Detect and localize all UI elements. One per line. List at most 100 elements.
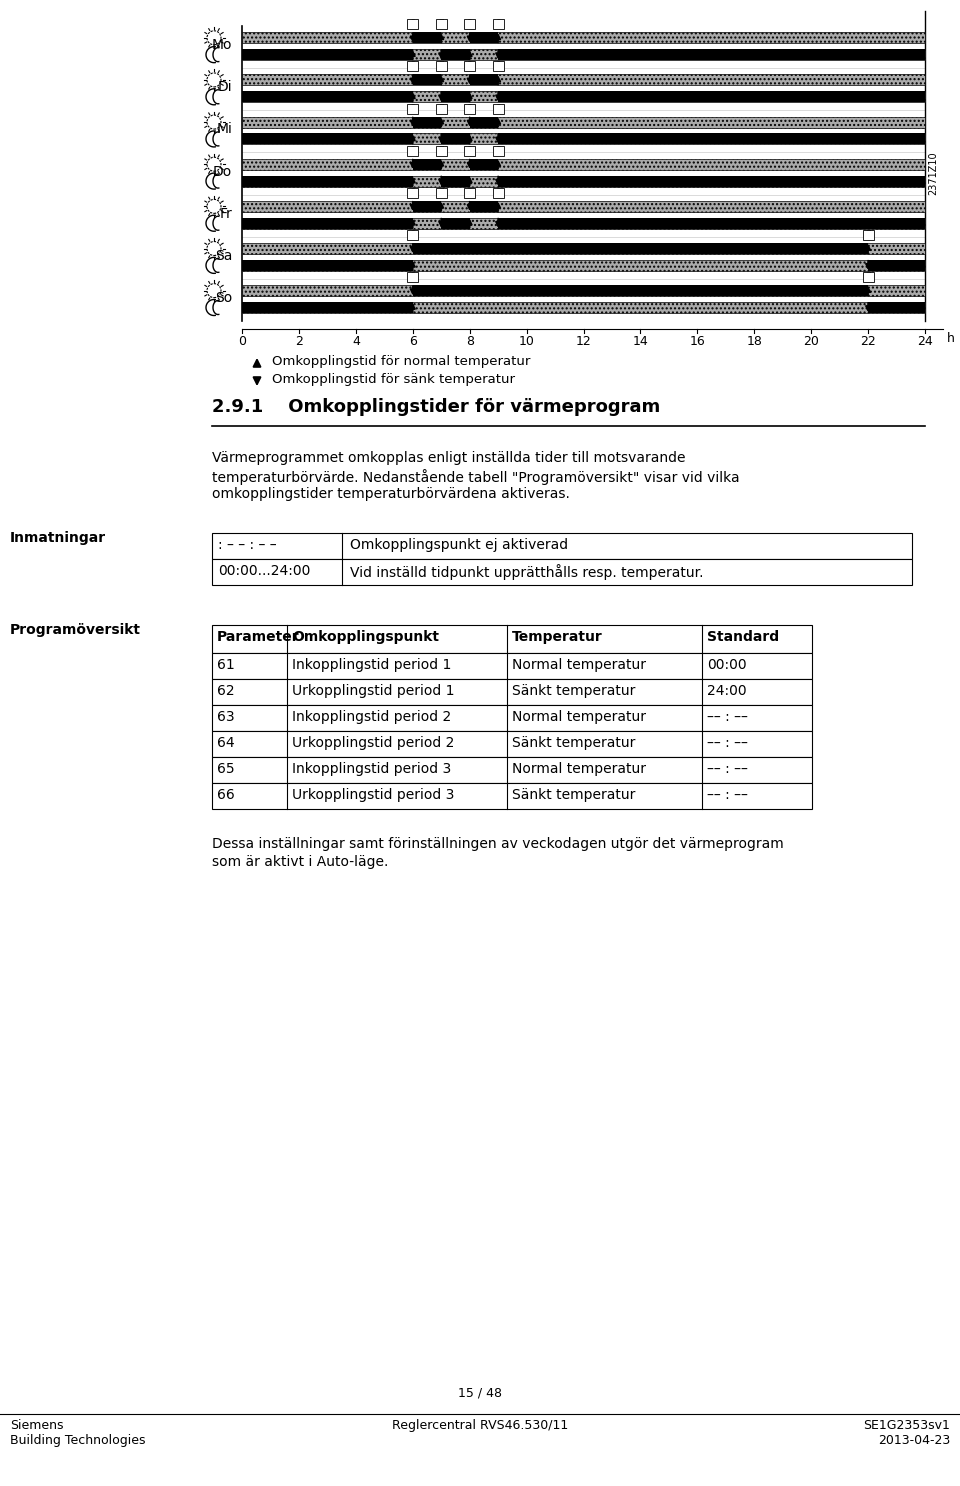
Text: 61: 61: [217, 658, 235, 672]
Bar: [413, 201, 442, 212]
Bar: [863, 230, 874, 241]
Text: 7: 7: [865, 272, 871, 281]
Bar: [442, 91, 469, 103]
Bar: [465, 61, 475, 71]
Bar: [465, 104, 475, 113]
Bar: [436, 187, 446, 198]
Bar: [413, 159, 442, 169]
Bar: [212, 679, 812, 704]
Text: 12: 12: [576, 334, 591, 348]
Bar: [242, 91, 925, 103]
Bar: [242, 244, 925, 254]
Text: Sa: Sa: [215, 248, 232, 263]
Bar: [242, 175, 925, 187]
Text: 16: 16: [689, 334, 706, 348]
Bar: [242, 302, 413, 314]
Bar: [407, 187, 419, 198]
Bar: [212, 559, 912, 585]
Bar: [498, 49, 925, 59]
Bar: [407, 146, 419, 156]
Bar: [868, 260, 925, 270]
Bar: [469, 116, 498, 128]
Bar: [413, 33, 442, 43]
Bar: [242, 218, 925, 229]
Text: 2: 2: [295, 334, 302, 348]
Text: 6: 6: [410, 104, 416, 113]
Text: 6: 6: [410, 187, 416, 196]
Text: 7: 7: [439, 187, 444, 196]
Bar: [436, 146, 446, 156]
Text: Mi: Mi: [216, 122, 232, 137]
Text: 2371Z10: 2371Z10: [928, 152, 938, 195]
Text: temperaturbörvärde. Nedanstående tabell "Programöversikt" visar vid vilka: temperaturbörvärde. Nedanstående tabell …: [212, 470, 739, 484]
Text: 8: 8: [467, 61, 472, 70]
Text: SE1G2353sv1: SE1G2353sv1: [863, 1419, 950, 1433]
Bar: [407, 230, 419, 241]
Text: 24: 24: [917, 334, 933, 348]
Text: Sänkt temperatur: Sänkt temperatur: [512, 684, 636, 698]
Text: 66: 66: [217, 788, 235, 802]
Bar: [465, 146, 475, 156]
Bar: [469, 33, 498, 43]
Text: 7: 7: [439, 19, 444, 28]
Text: 2013-04-23: 2013-04-23: [877, 1434, 950, 1447]
Bar: [242, 116, 925, 128]
Text: Sänkt temperatur: Sänkt temperatur: [512, 788, 636, 802]
Bar: [492, 19, 504, 30]
Bar: [212, 652, 812, 679]
Text: Parameter: Parameter: [217, 630, 300, 643]
Text: 6: 6: [410, 61, 416, 70]
Bar: [212, 731, 812, 756]
Bar: [498, 175, 925, 187]
Text: 7: 7: [439, 146, 444, 155]
Bar: [442, 134, 469, 144]
Text: Vid inställd tidpunkt upprätthålls resp. temperatur.: Vid inställd tidpunkt upprätthålls resp.…: [350, 565, 704, 580]
Bar: [242, 49, 413, 59]
Bar: [242, 134, 413, 144]
Text: Mo: Mo: [211, 39, 232, 52]
Text: Building Technologies: Building Technologies: [10, 1434, 146, 1447]
Text: 62: 62: [217, 684, 234, 698]
Bar: [242, 91, 413, 103]
Bar: [436, 104, 446, 113]
Bar: [242, 285, 925, 296]
Bar: [242, 159, 925, 169]
Bar: [436, 61, 446, 71]
Text: Sänkt temperatur: Sänkt temperatur: [512, 736, 636, 750]
Bar: [442, 175, 469, 187]
Text: 6: 6: [410, 272, 416, 281]
Text: Normal temperatur: Normal temperatur: [512, 710, 646, 724]
Text: Siemens: Siemens: [10, 1419, 63, 1433]
Bar: [242, 302, 925, 314]
Text: Omkopplingstid för sänk temperatur: Omkopplingstid för sänk temperatur: [272, 373, 515, 385]
Text: Inmatningar: Inmatningar: [10, 531, 107, 545]
Bar: [413, 74, 442, 85]
Text: Urkopplingstid period 2: Urkopplingstid period 2: [292, 736, 454, 750]
Text: Normal temperatur: Normal temperatur: [512, 658, 646, 672]
Bar: [242, 260, 925, 270]
Bar: [212, 533, 912, 559]
Bar: [212, 783, 812, 808]
Text: 14: 14: [633, 334, 648, 348]
Text: 9: 9: [495, 61, 501, 70]
Text: Värmeprogrammet omkopplas enligt inställda tider till motsvarande: Värmeprogrammet omkopplas enligt inställ…: [212, 450, 685, 465]
Text: So: So: [215, 291, 232, 305]
Text: Urkopplingstid period 1: Urkopplingstid period 1: [292, 684, 454, 698]
Text: 65: 65: [217, 762, 234, 776]
Text: 20: 20: [804, 334, 819, 348]
Text: –– : ––: –– : ––: [707, 762, 748, 776]
Text: 24:00: 24:00: [707, 684, 747, 698]
Bar: [492, 187, 504, 198]
Bar: [407, 104, 419, 113]
Bar: [413, 116, 442, 128]
Text: Do: Do: [213, 165, 232, 178]
Bar: [863, 272, 874, 282]
Text: 00:00...24:00: 00:00...24:00: [218, 565, 310, 578]
Text: Programöversikt: Programöversikt: [10, 623, 141, 637]
Text: Omkopplingspunkt: Omkopplingspunkt: [292, 630, 439, 643]
Bar: [242, 33, 925, 43]
Bar: [242, 175, 413, 187]
Bar: [492, 61, 504, 71]
Text: 9: 9: [495, 19, 501, 28]
Bar: [498, 134, 925, 144]
